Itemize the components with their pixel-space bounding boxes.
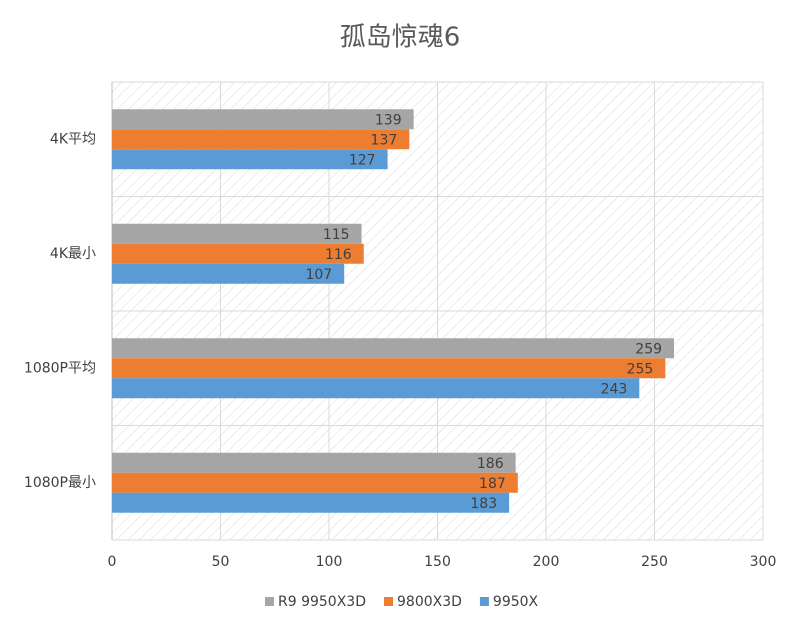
data-label: 137 <box>371 132 398 148</box>
x-tick-label: 150 <box>424 554 451 570</box>
bar <box>112 492 510 513</box>
bar <box>112 452 516 473</box>
data-label: 139 <box>375 112 402 128</box>
bar <box>112 243 364 264</box>
y-tick-label: 1080P平均 <box>24 360 96 376</box>
data-label: 187 <box>479 476 506 492</box>
data-label: 259 <box>635 341 662 357</box>
data-label: 186 <box>477 456 504 472</box>
legend-label: R9 9950X3D <box>278 594 366 610</box>
x-tick-label: 100 <box>316 554 343 570</box>
bar <box>112 223 362 244</box>
data-label: 115 <box>323 227 350 243</box>
y-tick-label: 1080P最小 <box>24 475 96 491</box>
legend-swatch <box>384 597 393 606</box>
data-label: 255 <box>627 361 654 377</box>
data-label: 243 <box>601 381 628 397</box>
data-label: 127 <box>349 152 376 168</box>
bar <box>112 472 518 493</box>
y-tick-label: 4K最小 <box>50 246 96 262</box>
x-tick-label: 0 <box>108 554 117 570</box>
y-tick-label: 4K平均 <box>50 131 96 147</box>
bar <box>112 263 345 284</box>
chart-title: 孤岛惊魂6 <box>340 23 461 53</box>
legend-swatch <box>479 597 489 606</box>
bar <box>112 149 388 170</box>
data-label: 116 <box>325 247 352 263</box>
bar <box>112 378 640 399</box>
x-tick-label: 250 <box>641 554 668 570</box>
bar <box>112 358 666 379</box>
x-tick-label: 50 <box>212 554 230 570</box>
bar <box>112 109 414 130</box>
legend-swatch <box>265 597 274 606</box>
x-tick-label: 300 <box>750 554 777 570</box>
data-label: 183 <box>470 496 497 512</box>
data-label: 107 <box>305 267 332 283</box>
bar <box>112 129 410 150</box>
legend-label: 9800X3D <box>397 594 462 610</box>
legend-label: 9950X <box>493 594 539 610</box>
bar <box>112 338 675 359</box>
x-tick-label: 200 <box>533 554 560 570</box>
